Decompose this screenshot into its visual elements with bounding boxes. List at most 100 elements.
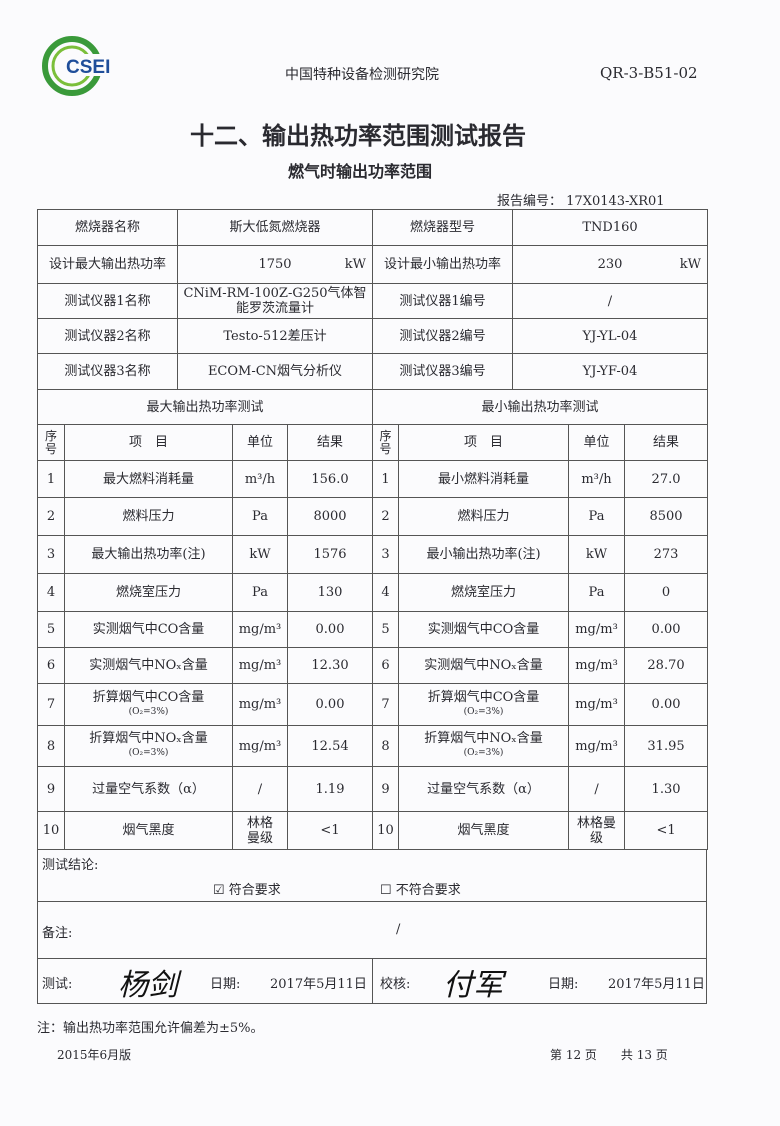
result-value: 1.19 <box>286 766 374 812</box>
cell-text: mg/m³ <box>238 738 282 754</box>
cell-text: 1.19 <box>315 781 345 797</box>
conclusion-section: 测试结论: ☑ 符合要求 ☐ 不符合要求 <box>37 849 707 902</box>
page-title: 十二、输出热功率范围测试报告 <box>190 121 526 150</box>
date-label: 日期: <box>548 977 579 992</box>
cell-text: 最大燃料消耗量 <box>102 471 194 487</box>
unit-label: kW <box>344 257 366 272</box>
item-name: 最小输出热功率(注) <box>398 535 570 574</box>
cell-text: Testo-512差压计 <box>223 328 327 344</box>
result-value: 8500 <box>624 497 709 536</box>
item-name: 燃料压力 <box>64 497 233 536</box>
cell-text: 9 <box>46 781 56 797</box>
unit: mg/m³ <box>232 611 288 648</box>
result-value: 0.00 <box>286 611 374 648</box>
item-name: 折算烟气中CO含量 (O₂=3%) <box>398 683 570 726</box>
unit: Pa <box>232 497 288 536</box>
cell-subtext: (O₂=3%) <box>463 706 504 717</box>
row-number: 5 <box>37 611 65 648</box>
table-row: 4 燃烧室压力 Pa 130 4 燃烧室压力 Pa 0 <box>37 573 709 612</box>
row-number: 10 <box>372 811 400 850</box>
row-number: 6 <box>372 647 400 684</box>
result-value: <1 <box>286 811 374 850</box>
cell-text: TND160 <box>582 220 638 235</box>
cell-text: mg/m³ <box>575 738 618 754</box>
cell-text: 1750 <box>258 257 292 272</box>
cell-text: 实测烟气中CO含量 <box>427 622 540 637</box>
cell-text: 8000 <box>313 509 347 524</box>
checker-signature: 付军 <box>443 968 503 1003</box>
unit: mg/m³ <box>232 647 288 684</box>
unit: kW <box>568 535 626 574</box>
cell-subtext: (O₂=3%) <box>463 748 504 758</box>
table-row: 10 烟气黑度 林格曼级 <1 10 烟气黑度 林格曼级 <1 <box>37 811 709 850</box>
info-label: 测试仪器1编号 <box>372 283 513 319</box>
report-number-label: 报告编号： <box>497 194 563 209</box>
row-number: 2 <box>372 497 400 536</box>
unit: mg/m³ <box>568 647 626 684</box>
cell-text: 测试仪器1编号 <box>399 293 486 309</box>
max-section-header: 最大输出热功率测试 <box>36 389 374 425</box>
result-value: 27.0 <box>624 460 709 498</box>
cell-text: 0.00 <box>651 697 681 712</box>
cell-text: 折算烟气中CO含量 <box>92 689 205 705</box>
cell-text: 设计最大输出热功率 <box>48 257 166 272</box>
info-value: Testo-512差压计 <box>177 318 373 354</box>
cell-text: 10 <box>42 823 60 838</box>
row-number: 7 <box>37 683 65 726</box>
item-name: 最大输出热功率(注) <box>64 535 233 574</box>
cell-text: 测试仪器2名称 <box>64 328 151 344</box>
cell-text: 实测烟气中CO含量 <box>92 622 205 637</box>
info-label: 测试仪器2名称 <box>37 318 178 354</box>
cell-text: 燃料压力 <box>122 509 175 524</box>
unit: Pa <box>568 497 626 536</box>
cell-text: 测试仪器2编号 <box>399 328 486 344</box>
tester-label: 测试: <box>42 977 73 992</box>
cell-text: 7 <box>46 697 56 712</box>
unit: mg/m³ <box>568 611 626 648</box>
row-number: 2 <box>37 497 65 536</box>
cell-text: 273 <box>653 547 679 562</box>
info-table: 燃烧器名称 斯大低氮燃烧器 燃烧器型号 TND160 设计最大输出热功率 1750 kW 设计… <box>37 209 708 390</box>
cell-text: 最大输出热功率(注) <box>91 547 206 562</box>
cell-text: 3 <box>46 547 56 562</box>
cell-text: 林格曼级 <box>577 815 617 846</box>
cell-text: / <box>607 293 613 309</box>
form-code: QR-3-B51-02 <box>600 64 698 82</box>
csei-logo: CSEI <box>42 36 122 96</box>
divider <box>372 958 373 1003</box>
item-name: 烟气黑度 <box>64 811 233 850</box>
cell-text: <1 <box>320 823 340 838</box>
column-header: 序号 <box>372 424 400 461</box>
footnote: 注：输出热功率范围允许偏差为±5%。 <box>37 1021 264 1036</box>
check-date: 2017年5月11日 <box>608 977 705 992</box>
row-number: 1 <box>372 460 400 498</box>
pass-checkbox[interactable]: ☑ 符合要求 <box>213 883 281 898</box>
item-name: 过量空气系数（α） <box>398 766 570 812</box>
item-name: 折算烟气中CO含量 (O₂=3%) <box>64 683 233 726</box>
cell-text: kW <box>249 547 271 562</box>
info-label: 测试仪器2编号 <box>372 318 513 354</box>
cell-text: 31.95 <box>647 738 685 754</box>
cell-text: Pa <box>252 585 268 600</box>
cell-text: 燃烧室压力 <box>451 585 517 600</box>
cell-text: 烟气黑度 <box>457 823 510 838</box>
info-row: 测试仪器3名称 ECOM-CN烟气分析仪 测试仪器3编号 YJ-YF-04 <box>37 353 708 390</box>
tester-signature: 杨剑 <box>118 968 178 1003</box>
item-name: 折算烟气中NOₓ含量 (O₂=3%) <box>64 725 233 767</box>
result-value: 130 <box>286 573 374 612</box>
cell-text: 最小输出热功率(注) <box>426 547 541 562</box>
fail-checkbox[interactable]: ☐ 不符合要求 <box>380 883 461 898</box>
item-name: 燃料压力 <box>398 497 570 536</box>
edition: 2015年6月版 <box>57 1048 132 1062</box>
cell-text: 燃烧室压力 <box>115 585 181 600</box>
result-value: 12.30 <box>286 647 374 684</box>
result-value: 0.00 <box>286 683 374 726</box>
row-number: 4 <box>372 573 400 612</box>
remark-label: 备注: <box>42 926 73 941</box>
cell-text: 2 <box>46 509 56 524</box>
cell-text: 28.70 <box>647 658 685 673</box>
cell-text: 0.00 <box>315 622 345 637</box>
item-name: 最大燃料消耗量 <box>64 460 233 498</box>
cell-text: mg/m³ <box>238 658 282 673</box>
